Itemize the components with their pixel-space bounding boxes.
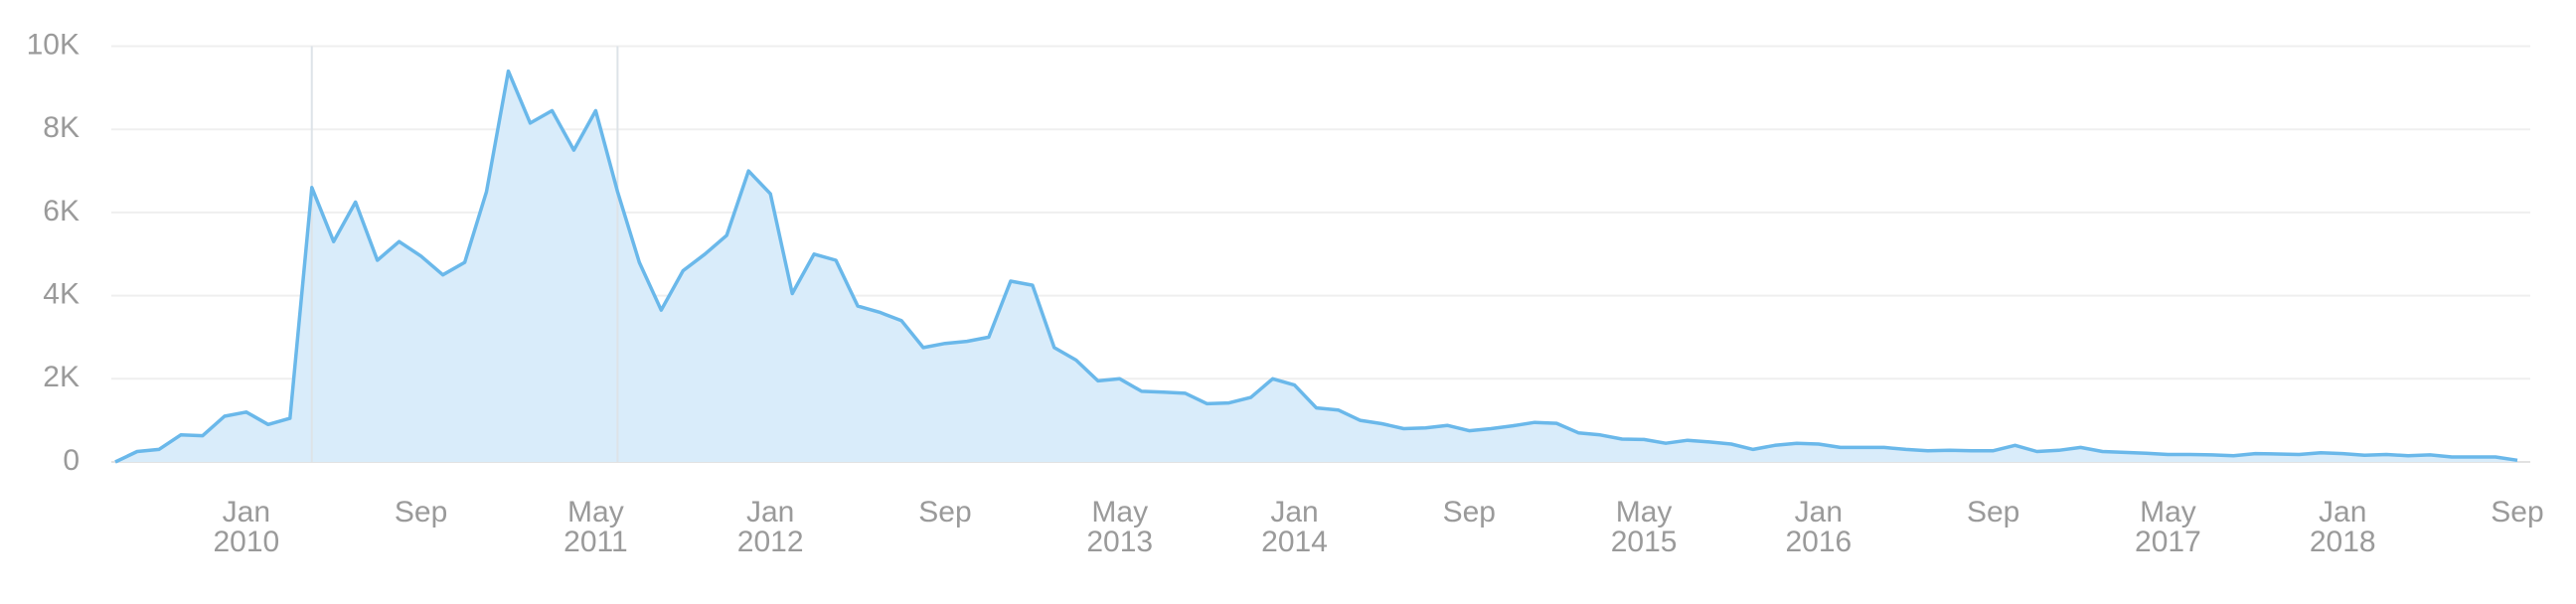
x-tick-label: May	[567, 496, 624, 528]
y-tick-label: 10K	[27, 28, 80, 61]
x-tick-label: Sep	[918, 496, 971, 528]
x-tick-label: Jan	[1270, 496, 1318, 528]
x-tick-label: May	[1091, 496, 1148, 528]
line	[114, 69, 2518, 464]
x-tick-label: 2016	[1785, 526, 1852, 558]
y-tick-label: 4K	[43, 278, 80, 311]
x-tick-label: Sep	[1443, 496, 1496, 528]
x-tick-label: Jan	[223, 496, 270, 528]
x-tick-label: May	[2140, 496, 2196, 528]
x-tick-label: Jan	[1795, 496, 1843, 528]
x-tick-label: 2013	[1086, 526, 1153, 558]
x-tick-label: Sep	[2491, 496, 2543, 528]
x-tick-label: Jan	[2319, 496, 2366, 528]
x-tick-label: 2017	[2135, 526, 2201, 558]
x-tick-label: 2015	[1611, 526, 1678, 558]
x-tick-label: 2018	[2310, 526, 2376, 558]
x-tick-label: Jan	[746, 496, 794, 528]
x-tick-label: 2012	[737, 526, 804, 558]
x-tick-label: May	[1616, 496, 1673, 528]
y-tick-label: 2K	[43, 361, 80, 393]
y-tick-label: 8K	[43, 111, 80, 144]
x-tick-label: 2011	[564, 526, 628, 558]
x-tick-label: Sep	[395, 496, 447, 528]
y-tick-label: 6K	[43, 195, 80, 227]
y-tick-label: 0	[63, 444, 80, 477]
x-tick-label: 2010	[213, 526, 279, 558]
x-tick-label: Sep	[1967, 496, 2019, 528]
x-tick-label: 2014	[1261, 526, 1328, 558]
area	[115, 71, 2517, 462]
